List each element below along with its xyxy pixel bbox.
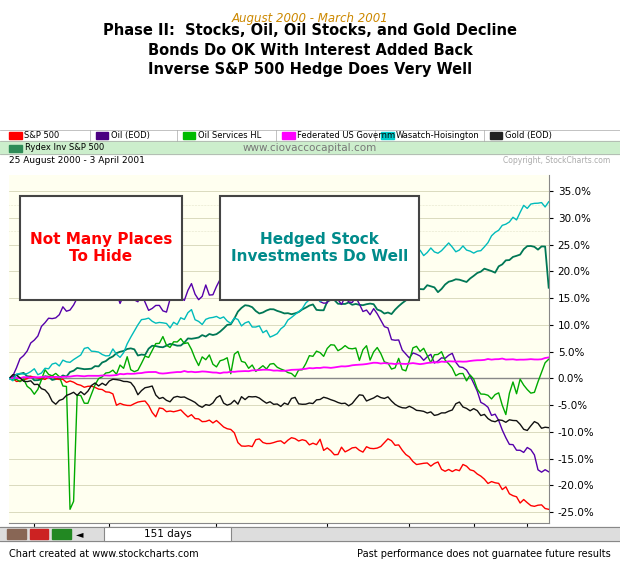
Text: Federated US Governm: Federated US Governm xyxy=(297,131,395,140)
Text: Phase II:  Stocks, Oil, Oil Stocks, and Gold Decline
Bonds Do OK With Interest A: Phase II: Stocks, Oil, Oil Stocks, and G… xyxy=(103,23,517,77)
Text: 151 days: 151 days xyxy=(143,529,192,539)
Text: Past performance does not guarnatee future results: Past performance does not guarnatee futu… xyxy=(357,549,611,559)
Text: Copyright, StockCharts.com: Copyright, StockCharts.com xyxy=(503,156,611,165)
FancyBboxPatch shape xyxy=(20,196,182,300)
Text: ◄: ◄ xyxy=(76,529,83,539)
Text: Chart created at www.stockcharts.com: Chart created at www.stockcharts.com xyxy=(9,549,199,559)
Text: August 2000 - March 2001: August 2000 - March 2001 xyxy=(232,12,388,25)
Text: www.ciovaccocapital.com: www.ciovaccocapital.com xyxy=(243,142,377,153)
Text: Oil (EOD): Oil (EOD) xyxy=(111,131,150,140)
Text: Not Many Places
To Hide: Not Many Places To Hide xyxy=(30,232,172,265)
Text: Hedged Stock
Investments Do Well: Hedged Stock Investments Do Well xyxy=(231,232,408,265)
Text: Gold (EOD): Gold (EOD) xyxy=(505,131,552,140)
Text: Wasatch-Hoisington: Wasatch-Hoisington xyxy=(396,131,480,140)
Text: Rydex Inv S&P 500: Rydex Inv S&P 500 xyxy=(25,143,104,152)
FancyBboxPatch shape xyxy=(219,196,419,300)
Text: 25 August 2000 - 3 April 2001: 25 August 2000 - 3 April 2001 xyxy=(9,156,145,165)
Text: S&P 500: S&P 500 xyxy=(24,131,60,140)
Text: Oil Services HL: Oil Services HL xyxy=(198,131,261,140)
